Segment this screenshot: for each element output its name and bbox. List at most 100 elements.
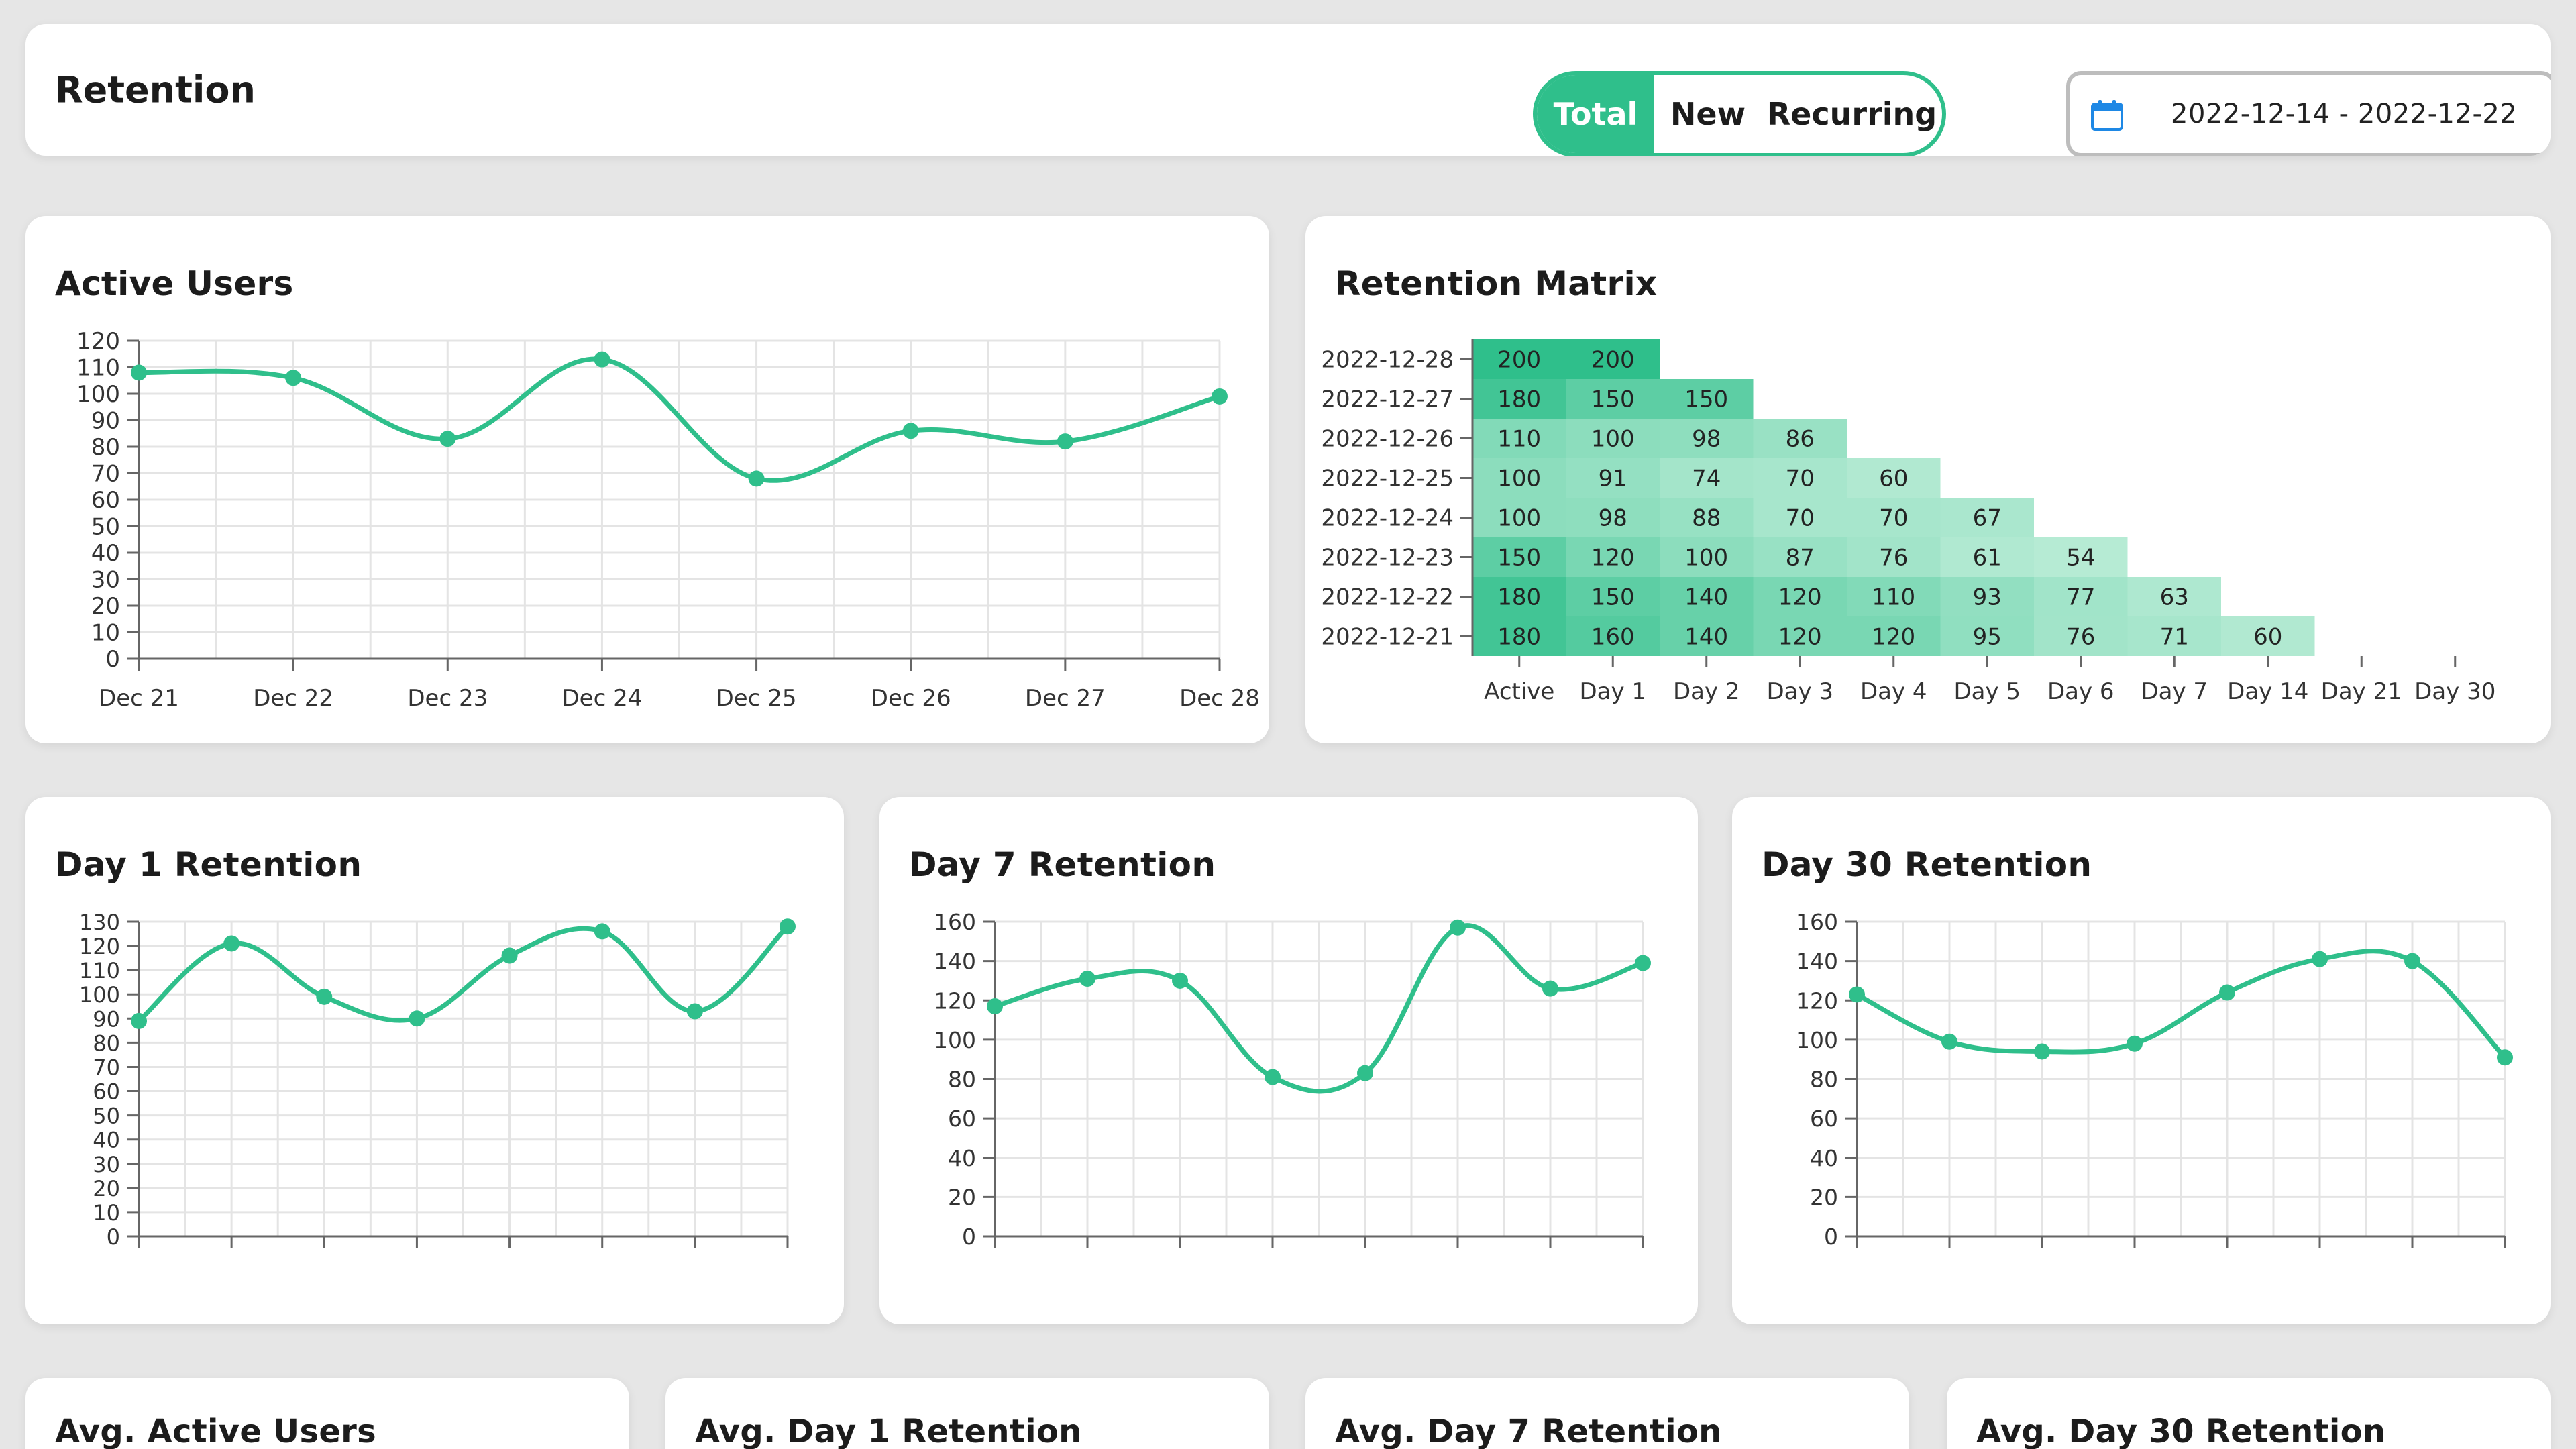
matrix-cell [1660,537,1754,577]
matrix-cell-value: 76 [1879,545,1908,572]
active-users-xtick-label: Dec 25 [716,685,797,712]
avg-day7-retention-card: Avg. Day 7 Retention [1305,1378,1909,1449]
day30-data-point [2127,1035,2143,1052]
matrix-cell [1940,498,2034,537]
matrix-cell-value: 120 [1591,545,1635,572]
calendar-icon [2091,100,2123,131]
matrix-cell-value: 110 [1497,426,1541,453]
active-users-data-point [594,351,610,368]
matrix-cell [1566,339,1660,379]
day7-series-line [994,923,1644,1094]
matrix-cell [2034,616,2128,656]
date-range-picker[interactable]: 2022-12-14 - 2022-12-22 [2066,71,2551,156]
matrix-column-label: Day 14 [2227,678,2308,705]
day7-data-point [1357,1065,1373,1081]
matrix-cell-value: 150 [1684,386,1728,413]
matrix-cell-value: 140 [1684,624,1728,651]
day7-data-point [1542,980,1558,997]
matrix-cell [1847,616,1941,656]
avg-day1-retention-card: Avg. Day 1 Retention [665,1378,1269,1449]
day7-retention-title: Day 7 Retention [909,845,1216,884]
day7-retention-card: Day 7 Retention 0 20 40 60 80 100 120 140 160 [879,797,1698,1324]
page-title: Retention [55,68,256,111]
day7-ytick-label: 0 [962,1224,976,1250]
active-users-data-point [439,431,456,447]
matrix-cell [1940,616,2034,656]
day7-ytick-label: 40 [948,1145,976,1171]
matrix-cell-value: 100 [1591,426,1635,453]
day7-data-point [1079,971,1095,987]
segment-control: Total New Recurring [1533,71,1946,156]
matrix-column-label: Day 7 [2141,678,2208,705]
day1-data-point [223,935,240,952]
day1-ytick-label: 40 [93,1128,120,1153]
day1-ytick-label: 80 [93,1030,120,1056]
matrix-cell [1847,537,1941,577]
matrix-cell [1847,458,1941,498]
matrix-cell-value: 77 [2066,584,2095,611]
matrix-cell-value: 120 [1778,584,1822,611]
active-users-data-point [285,370,302,386]
day30-data-point [2404,953,2420,969]
avg-day1-retention-title: Avg. Day 1 Retention [695,1413,1082,1449]
avg-day30-retention-card: Avg. Day 30 Retention [1947,1378,2551,1449]
segment-total-button[interactable]: Total [1537,75,1654,153]
matrix-cell-value: 120 [1778,624,1822,651]
day30-retention-chart: 0 20 40 60 80 100 120 140 160 [1796,909,2513,1250]
active-users-xtick-label: Dec 22 [253,685,333,712]
day1-ytick-label: 100 [79,982,120,1008]
matrix-cell [1660,379,1754,419]
matrix-column-label: Day 4 [1860,678,1927,705]
day1-ytick-label: 120 [79,934,120,959]
matrix-cell [1472,537,1566,577]
matrix-cell-value: 100 [1684,545,1728,572]
matrix-column-label: Active [1484,678,1554,705]
day30-data-point [2312,951,2328,967]
segment-recurring-button[interactable]: Recurring [1766,96,1937,132]
day1-ytick-label: 30 [93,1152,120,1177]
day30-ytick-label: 100 [1796,1027,1838,1053]
matrix-cell [2127,616,2221,656]
matrix-cell-value: 140 [1684,584,1728,611]
day30-ytick-label: 160 [1796,909,1838,935]
matrix-row-label: 2022-12-28 [1321,347,1454,374]
retention-matrix-heatmap: 2022-12-28 200 200 2022-12-27 180 150 150 2022-… [1321,339,2496,705]
day1-ytick-label: 20 [93,1176,120,1201]
day30-retention-card: Day 30 Retention 0 20 40 60 80 100 120 140 160 [1732,797,2551,1324]
day7-ytick-label: 160 [934,909,976,935]
day30-ytick-label: 0 [1824,1224,1838,1250]
matrix-cell [1566,498,1660,537]
matrix-row-label: 2022-12-23 [1321,545,1454,572]
matrix-row-label: 2022-12-27 [1321,386,1454,413]
segment-new-button[interactable]: New [1670,96,1746,132]
day1-ytick-label: 130 [79,910,120,935]
day7-data-point [1635,955,1651,971]
day30-ytick-label: 40 [1810,1145,1838,1171]
matrix-cell [1753,577,1847,616]
matrix-cell-value: 93 [1973,584,2002,611]
active-users-ytick-label: 30 [91,567,120,594]
matrix-cell-value: 180 [1497,624,1541,651]
matrix-cell-value: 160 [1591,624,1635,651]
matrix-cell [1566,537,1660,577]
matrix-column-label: Day 2 [1673,678,1740,705]
day7-ytick-label: 100 [934,1027,976,1053]
day30-data-point [2219,984,2235,1001]
day30-ytick-label: 20 [1810,1184,1838,1210]
matrix-column-label: Day 21 [2321,678,2402,705]
matrix-cell-value: 60 [1879,466,1908,492]
matrix-cell-value: 100 [1497,505,1541,532]
matrix-cell [1660,498,1754,537]
day1-ytick-label: 60 [93,1079,120,1105]
day1-retention-title: Day 1 Retention [55,845,362,884]
active-users-xtick-label: Dec 23 [407,685,488,712]
matrix-cell [1472,419,1566,458]
matrix-cell [1472,616,1566,656]
active-users-ytick-label: 80 [91,434,120,461]
matrix-cell-value: 200 [1591,347,1635,374]
active-users-ytick-label: 60 [91,487,120,514]
active-users-ytick-label: 20 [91,593,120,620]
matrix-cell [1940,537,2034,577]
matrix-cell-value: 70 [1786,466,1815,492]
